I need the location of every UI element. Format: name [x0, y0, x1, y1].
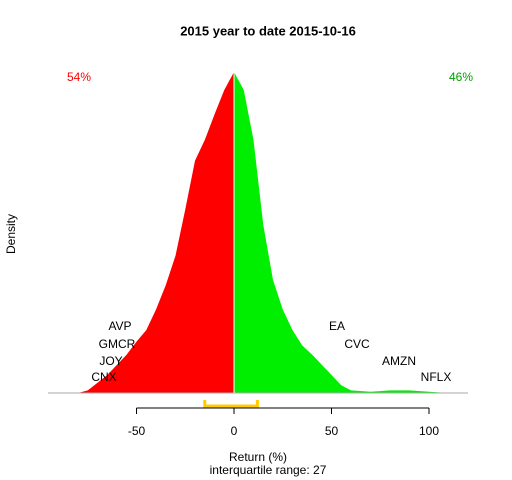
x-tick-label: 0 [231, 424, 238, 438]
iqr-bracket [203, 400, 259, 408]
annotation: AVP [108, 319, 131, 333]
chart-title: 2015 year to date 2015-10-16 [180, 23, 356, 38]
annotation: AMZN [382, 354, 416, 368]
density-area [234, 72, 449, 393]
legend-left: 54% [67, 70, 91, 84]
x-tick-label: 100 [419, 424, 439, 438]
x-axis-label: Return (%) [229, 450, 287, 464]
x-tick-label: 50 [325, 424, 339, 438]
footnote: interquartile range: 27 [210, 463, 327, 477]
annotation: EA [329, 319, 345, 333]
plot-area: -50 0 50 100 [48, 72, 468, 438]
annotation: CVC [344, 337, 370, 351]
annotation: CNX [91, 370, 116, 384]
annotation: GMCR [99, 337, 136, 351]
annotation: NFLX [421, 370, 452, 384]
density-area [78, 72, 235, 393]
legend-right: 46% [449, 70, 473, 84]
y-axis-label: Density [4, 214, 18, 254]
annotation: JOY [99, 354, 122, 368]
x-tick-label: -50 [128, 424, 146, 438]
